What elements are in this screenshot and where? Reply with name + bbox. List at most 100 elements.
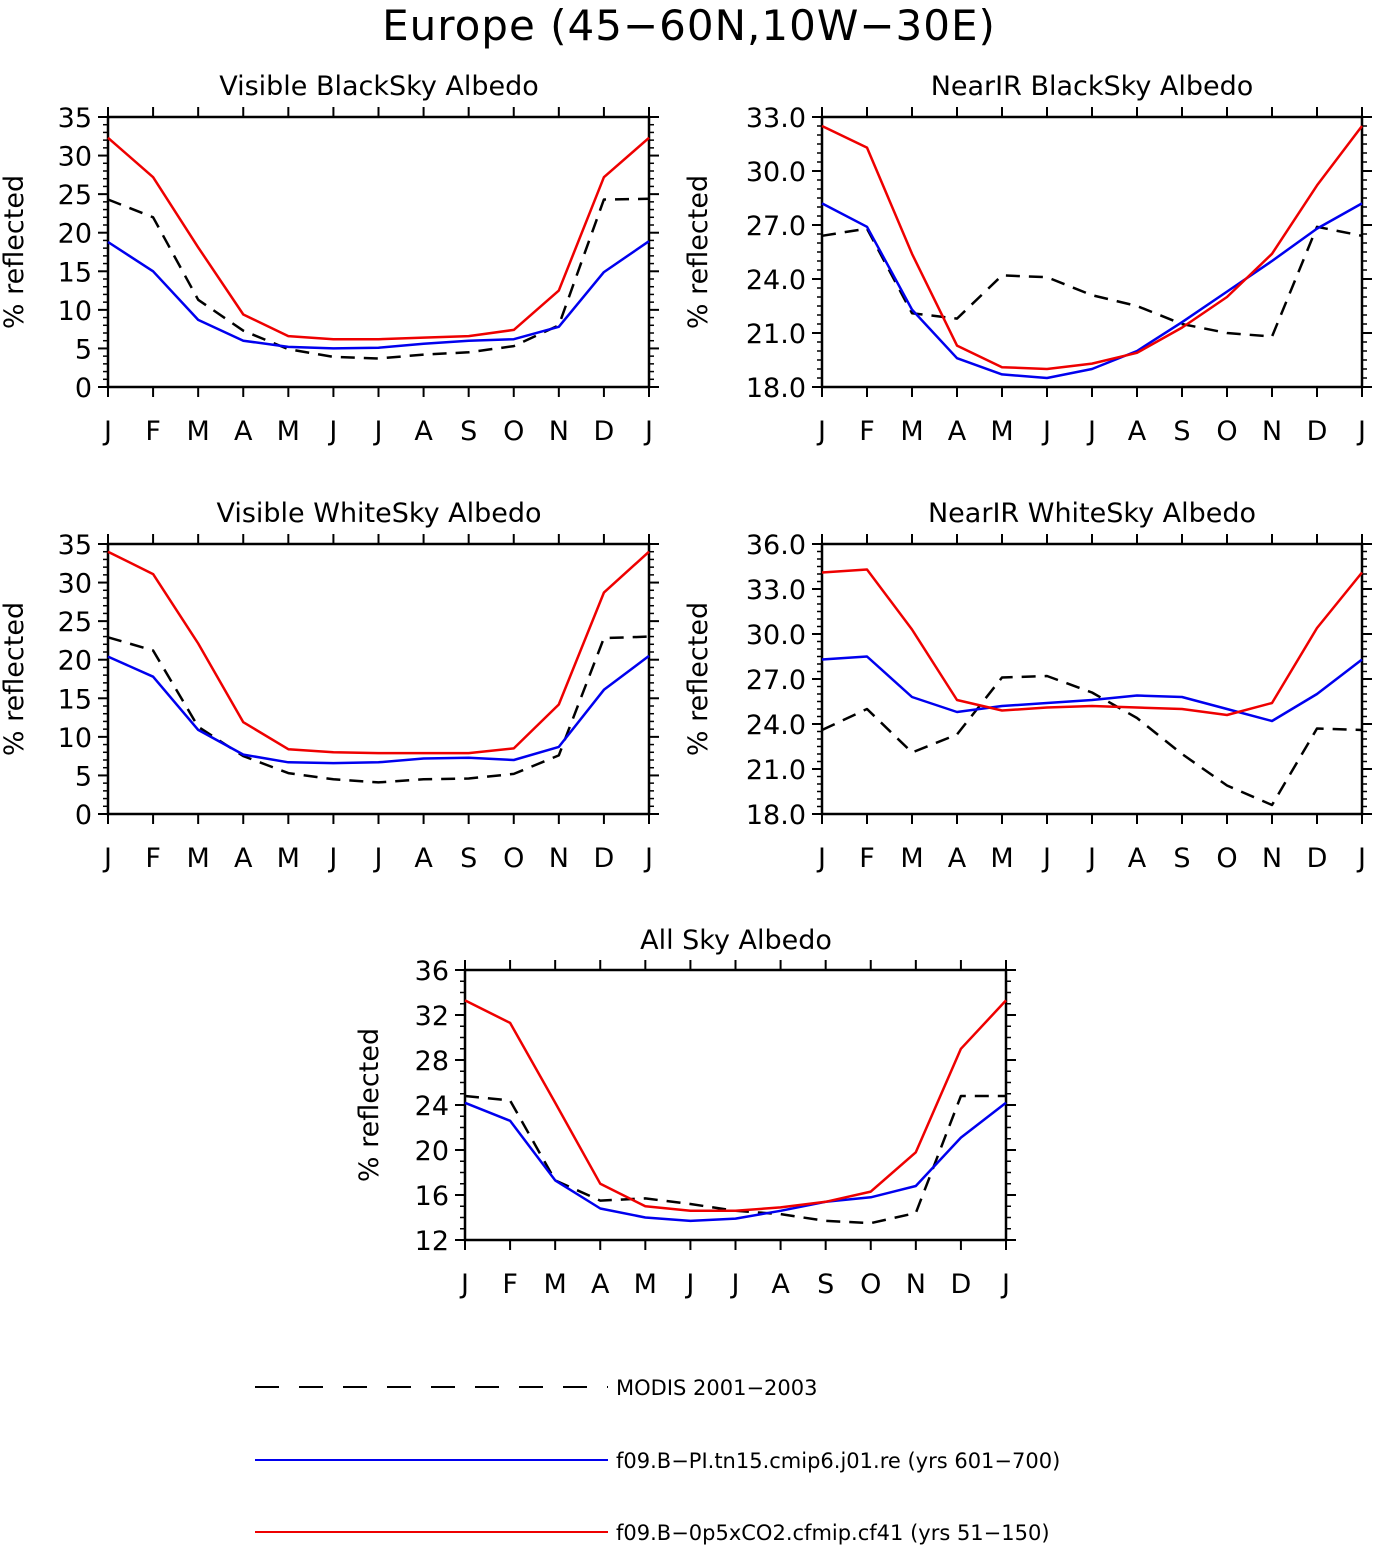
y-axis-label: % reflected [683,175,714,329]
x-tick-label: J [1356,843,1366,874]
y-tick-label: 12 [415,1226,449,1257]
x-tick-label: J [1041,416,1051,447]
x-tick-label: M [900,843,923,874]
y-tick-label: 0 [75,373,92,404]
y-axis-label: % reflected [354,1028,385,1182]
x-tick-label: A [234,416,253,447]
x-tick-label: A [414,416,433,447]
x-tick-label: F [859,843,875,874]
y-tick-label: 36.0 [746,530,806,561]
x-tick-label: O [1216,843,1237,874]
y-tick-label: 30 [58,142,92,173]
x-tick-label: J [816,843,826,874]
x-tick-label: J [1356,416,1366,447]
x-tick-label: J [1000,1269,1010,1300]
x-tick-label: M [187,843,210,874]
y-tick-label: 35 [58,530,92,561]
y-tick-label: 21.0 [746,755,806,786]
legend-label-pi-control: f09.B−PI.tn15.cmip6.j01.re (yrs 601−700) [616,1449,1060,1473]
x-tick-label: A [414,843,433,874]
legend: MODIS 2001−2003 f09.B−PI.tn15.cmip6.j01.… [255,1376,1060,1545]
x-tick-label: J [102,843,112,874]
x-tick-label: O [503,416,524,447]
legend-item-half-co2: f09.B−0p5xCO2.cfmip.cf41 (yrs 51−150) [255,1521,1050,1545]
y-tick-label: 16 [415,1181,449,1212]
x-tick-label: J [459,1269,469,1300]
x-tick-label: J [1041,843,1051,874]
half-co2-series-line [821,568,1363,717]
x-tick-label: O [1216,416,1237,447]
x-tick-label: A [1128,416,1147,447]
panel-title: NearIR BlackSky Albedo [931,71,1254,102]
y-axis-label: % reflected [0,602,30,756]
pi-control-series-line [821,202,1363,380]
y-tick-label: 27.0 [746,665,806,696]
x-tick-label: J [373,416,383,447]
x-tick-label: J [643,416,653,447]
y-tick-label: 5 [75,761,92,792]
x-tick-label: F [502,1269,518,1300]
half-co2-series-line [107,136,650,341]
x-tick-label: A [948,416,967,447]
panel-title: All Sky Albedo [640,925,832,956]
modis-series-line [821,225,1363,338]
y-tick-label: 35 [58,103,92,134]
x-tick-label: S [460,416,477,447]
pi-control-series-line [821,655,1363,723]
plot-frame [463,968,1008,1242]
x-tick-label: A [234,843,253,874]
x-tick-label: J [684,1269,694,1300]
x-tick-label: S [1173,843,1190,874]
pi-control-series-line [464,1101,1007,1223]
x-tick-label: J [730,1269,740,1300]
x-tick-label: F [859,416,875,447]
pi-control-series-line [107,240,650,350]
plot-frame [820,542,1364,816]
legend-item-modis: MODIS 2001−2003 [255,1376,818,1400]
x-tick-label: J [102,416,112,447]
y-axis-label: % reflected [683,602,714,756]
figure-title: Europe (45−60N,10W−30E) [382,1,996,50]
x-tick-label: N [1262,843,1282,874]
x-tick-label: N [906,1269,926,1300]
y-tick-label: 25 [58,180,92,211]
x-tick-label: J [643,843,653,874]
x-tick-label: F [145,416,161,447]
pi-control-series-line [107,654,650,765]
panel-title: NearIR WhiteSky Albedo [928,498,1256,529]
y-tick-label: 33.0 [746,103,806,134]
x-tick-label: A [948,843,967,874]
x-tick-label: N [549,416,569,447]
y-tick-label: 24.0 [746,710,806,741]
y-tick-label: 0 [75,800,92,831]
x-tick-label: O [860,1269,881,1300]
x-tick-label: D [594,416,615,447]
y-tick-label: 15 [58,257,92,288]
x-tick-label: M [187,416,210,447]
panel-title: Visible BlackSky Albedo [219,71,539,102]
y-axis-label: % reflected [0,175,30,329]
y-tick-label: 30.0 [746,157,806,188]
x-tick-label: J [816,416,826,447]
x-tick-label: J [327,843,337,874]
x-tick-label: A [771,1269,790,1300]
y-tick-label: 5 [75,334,92,365]
x-tick-label: D [594,843,615,874]
legend-label-half-co2: f09.B−0p5xCO2.cfmip.cf41 (yrs 51−150) [616,1521,1050,1545]
x-tick-label: J [373,843,383,874]
plot-frame [820,115,1364,389]
x-tick-label: M [277,843,300,874]
x-tick-label: M [990,416,1013,447]
x-tick-label: A [1128,843,1147,874]
x-tick-label: J [1086,843,1096,874]
y-tick-label: 24 [415,1091,449,1122]
y-tick-label: 33.0 [746,575,806,606]
x-tick-label: M [277,416,300,447]
x-tick-label: F [145,843,161,874]
half-co2-series-line [821,124,1363,371]
